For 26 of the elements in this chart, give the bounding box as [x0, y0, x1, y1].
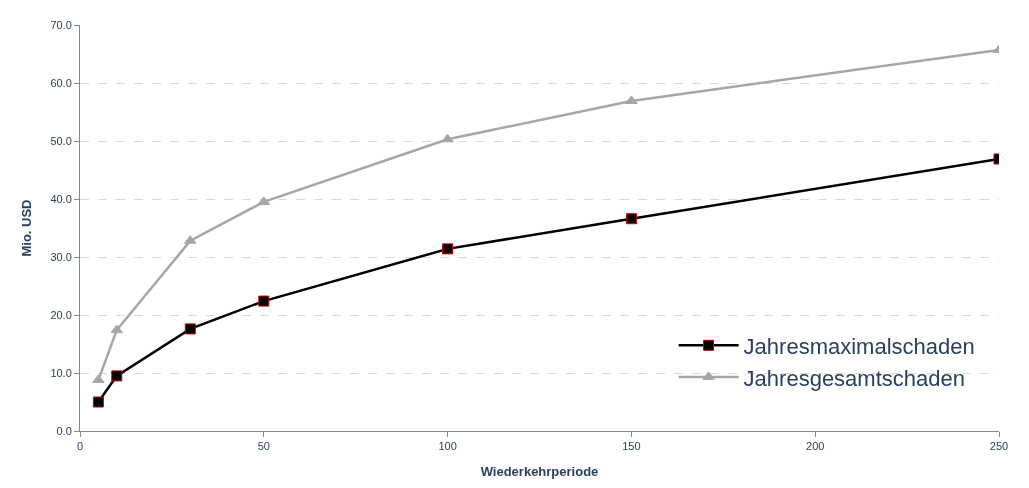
y-tick-label: 20.0 [50, 308, 72, 321]
x-tick-label: 50 [257, 440, 270, 453]
point [441, 133, 454, 143]
x-axis-title: Wiederkehrperiode [480, 463, 599, 479]
y-axis-title: Mio. USD [19, 199, 35, 257]
point [258, 295, 270, 307]
y-tick-label: 0.0 [56, 424, 72, 437]
x-tick-label: 0 [76, 440, 84, 453]
y-tick-label: 40.0 [50, 192, 72, 205]
y-tick-label: 30.0 [50, 250, 72, 263]
x-tick-label: 100 [438, 440, 457, 453]
x-tick-label: 250 [989, 440, 1009, 453]
point [92, 396, 104, 408]
point [625, 213, 637, 225]
y-tick-label: 10.0 [50, 366, 72, 379]
y-tick-label: 50.0 [50, 134, 72, 147]
point [110, 324, 124, 334]
y-tick-label: 60.0 [50, 76, 72, 89]
x-tick-label: 150 [622, 440, 641, 453]
point [111, 370, 123, 382]
legend-label: Jahresgesamtschaden [743, 365, 965, 391]
y-tick-label: 70.0 [50, 18, 72, 31]
x-tick-label: 200 [806, 440, 825, 453]
point [442, 243, 454, 255]
point [184, 323, 196, 335]
legend-label: Jahresmaximalschaden [743, 333, 975, 359]
